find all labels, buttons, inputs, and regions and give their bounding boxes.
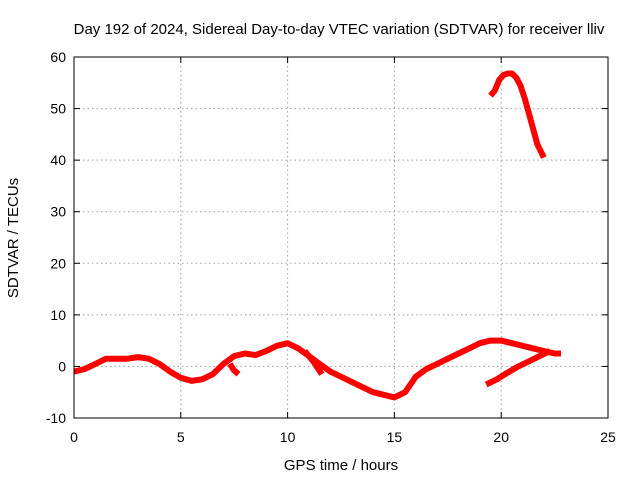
x-tick-label: 5 <box>177 429 185 445</box>
series-layer <box>74 74 561 398</box>
x-tick-label: 15 <box>387 429 403 445</box>
y-axis-label: SDTVAR / TECUs <box>5 178 22 298</box>
chart-title: Day 192 of 2024, Sidereal Day-to-day VTE… <box>74 21 605 38</box>
series-line-high-arc <box>491 74 544 158</box>
y-tick-label: 30 <box>50 204 66 220</box>
y-tick-label: 10 <box>50 307 66 323</box>
series-line-rising-segment <box>486 351 550 385</box>
chart-canvas: Day 192 of 2024, Sidereal Day-to-day VTE… <box>0 0 640 480</box>
y-tick-label: -10 <box>46 410 66 426</box>
x-tick-label: 20 <box>493 429 509 445</box>
y-tick-label: 0 <box>58 358 66 374</box>
x-tick-label: 25 <box>600 429 616 445</box>
y-tick-labels: -10 0 10 20 30 40 50 60 <box>46 49 66 426</box>
x-axis-label: GPS time / hours <box>284 457 398 474</box>
x-tick-labels: 0 5 10 15 20 25 <box>70 429 616 445</box>
y-tick-label: 60 <box>50 49 66 65</box>
y-tick-label: 20 <box>50 255 66 271</box>
y-tick-label: 40 <box>50 152 66 168</box>
series-line-dip-segment <box>230 364 239 374</box>
x-tick-label: 0 <box>70 429 78 445</box>
x-tick-label: 10 <box>280 429 296 445</box>
y-tick-label: 50 <box>50 101 66 117</box>
